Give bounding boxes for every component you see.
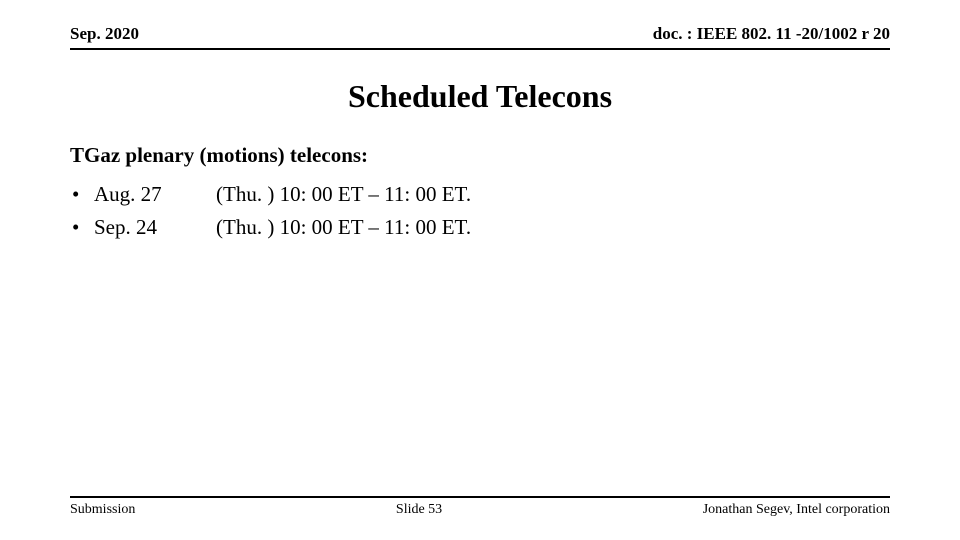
footer-left: Submission [70, 502, 135, 518]
list-item: • Aug. 27 (Thu. ) 10: 00 ET – 11: 00 ET. [70, 178, 890, 211]
slide-header: Sep. 2020 doc. : IEEE 802. 11 -20/1002 r… [0, 0, 960, 48]
footer-slide-number: Slide 53 [396, 502, 442, 518]
bullet-date: Sep. 24 [94, 211, 216, 244]
section-heading: TGaz plenary (motions) telecons: [70, 143, 890, 168]
slide-title: Scheduled Telecons [0, 78, 960, 115]
slide-content: TGaz plenary (motions) telecons: • Aug. … [0, 115, 960, 243]
bullet-icon: • [72, 211, 94, 244]
footer-row: Submission Slide 53 Jonathan Segev, Inte… [70, 502, 890, 518]
footer-author: Jonathan Segev, Intel corporation [703, 502, 890, 518]
header-rule [70, 48, 890, 50]
list-item: • Sep. 24 (Thu. ) 10: 00 ET – 11: 00 ET. [70, 211, 890, 244]
bullet-icon: • [72, 178, 94, 211]
header-date: Sep. 2020 [70, 24, 139, 44]
bullet-list: • Aug. 27 (Thu. ) 10: 00 ET – 11: 00 ET.… [70, 178, 890, 243]
bullet-time: (Thu. ) 10: 00 ET – 11: 00 ET. [216, 211, 890, 244]
bullet-date: Aug. 27 [94, 178, 216, 211]
slide-footer: Submission Slide 53 Jonathan Segev, Inte… [70, 496, 890, 518]
bullet-time: (Thu. ) 10: 00 ET – 11: 00 ET. [216, 178, 890, 211]
header-doc-id: doc. : IEEE 802. 11 -20/1002 r 20 [653, 24, 890, 44]
footer-rule [70, 496, 890, 498]
